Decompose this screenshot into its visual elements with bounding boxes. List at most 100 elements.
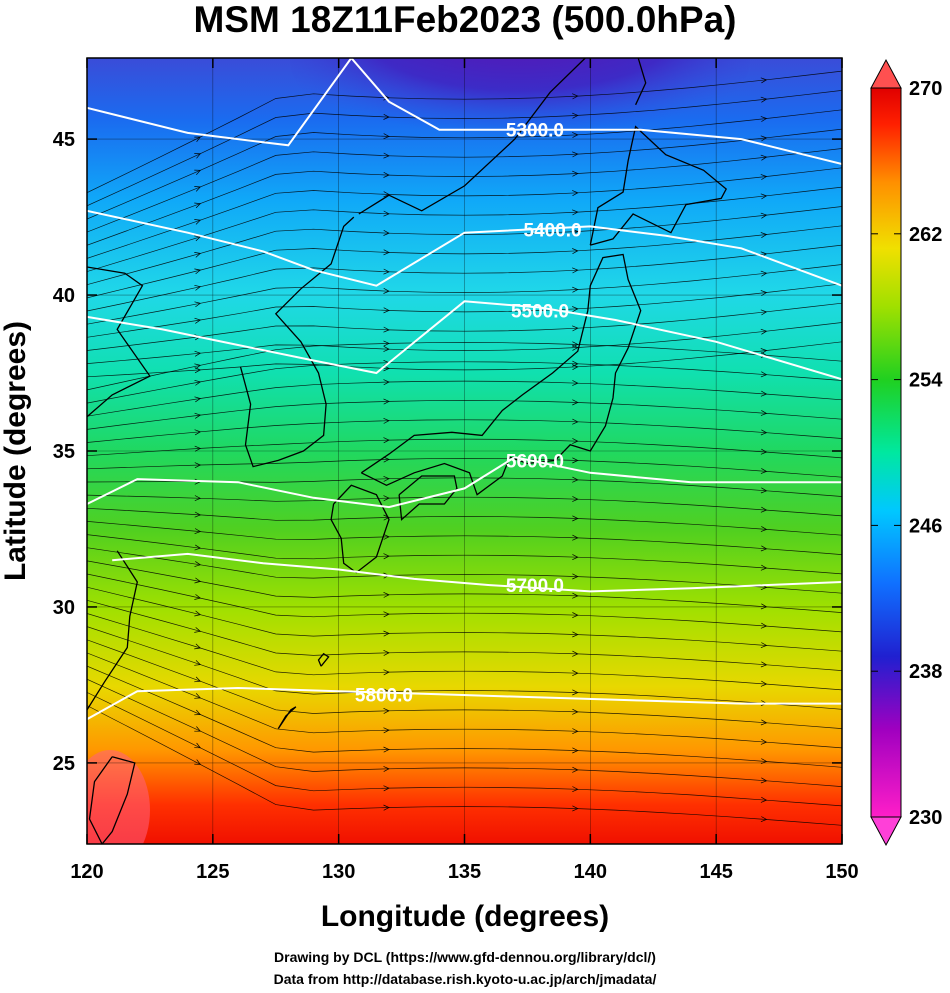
wind-streamline bbox=[87, 342, 842, 391]
wind-arrow bbox=[760, 603, 768, 610]
y-tick-label: 30 bbox=[53, 597, 75, 619]
contour-label: 5400.0 bbox=[524, 221, 582, 242]
wind-arrow bbox=[383, 707, 390, 714]
wind-streamline bbox=[87, 678, 842, 787]
wind-streamline bbox=[87, 264, 842, 325]
wind-arrow bbox=[383, 766, 390, 772]
contour-label: 5300.0 bbox=[506, 121, 564, 142]
wind-arrow bbox=[760, 468, 768, 474]
wind-arrow bbox=[194, 528, 202, 535]
wind-streamline bbox=[87, 521, 842, 555]
wind-arrow bbox=[760, 526, 768, 532]
wind-arrow bbox=[760, 96, 768, 103]
wind-arrow bbox=[383, 268, 390, 275]
geopotential-contours: 5300.0 5400.0 5500.0 5600.0 5700.0 5800.0 bbox=[87, 58, 842, 721]
wind-arrow bbox=[760, 680, 768, 687]
wind-arrow bbox=[760, 661, 768, 668]
taiwan-warm-region bbox=[87, 750, 150, 844]
wind-arrow bbox=[760, 448, 768, 455]
wind-streamline bbox=[87, 586, 842, 652]
wind-arrow bbox=[194, 136, 202, 143]
wind-arrow bbox=[572, 438, 579, 444]
china-coast bbox=[87, 266, 151, 418]
wind-arrow bbox=[760, 487, 768, 494]
x-axis-title: Longitude (degrees) bbox=[321, 900, 609, 933]
wind-arrow bbox=[572, 612, 579, 619]
wind-streamline bbox=[87, 361, 842, 404]
colorbar-tick-label: 246 bbox=[909, 515, 942, 537]
wind-arrow bbox=[572, 151, 579, 158]
china-south-coast bbox=[87, 550, 138, 711]
wind-arrow bbox=[572, 344, 579, 351]
wind-arrow bbox=[194, 561, 202, 567]
wind-arrow bbox=[572, 476, 579, 483]
wind-arrow bbox=[383, 785, 390, 792]
wind-arrow bbox=[194, 759, 202, 765]
wind-arrow bbox=[760, 352, 768, 358]
japan-shikoku-coast bbox=[398, 475, 458, 521]
wind-arrow bbox=[760, 816, 768, 823]
wind-streamlines bbox=[87, 70, 842, 826]
y-axis-title: Latitude (degrees) bbox=[0, 321, 32, 581]
wind-arrow bbox=[760, 174, 768, 180]
wind-arrow bbox=[760, 154, 768, 161]
wind-arrow bbox=[760, 309, 768, 316]
wind-streamline bbox=[87, 665, 842, 768]
wind-arrow bbox=[572, 267, 579, 274]
wind-arrow bbox=[194, 742, 202, 749]
wind-streamline bbox=[87, 128, 842, 233]
wind-arrow bbox=[194, 367, 202, 374]
wind-arrow bbox=[383, 553, 390, 560]
contour-line bbox=[87, 209, 842, 287]
wind-streamline bbox=[87, 547, 842, 594]
wind-arrow bbox=[194, 627, 202, 633]
y-tick-label: 40 bbox=[53, 285, 75, 307]
wind-streamline bbox=[87, 206, 842, 286]
taiwan-coast bbox=[88, 756, 136, 844]
amami-islands bbox=[317, 652, 330, 667]
contour-line bbox=[87, 686, 842, 721]
colorbar-tick-label: 262 bbox=[909, 224, 942, 246]
japan-honshu-coast bbox=[360, 253, 642, 496]
wind-arrow bbox=[572, 515, 579, 522]
contour-line bbox=[350, 58, 842, 165]
wind-arrow bbox=[383, 727, 390, 734]
wind-arrow bbox=[572, 747, 579, 754]
wind-arrow bbox=[383, 591, 390, 598]
wind-arrow bbox=[383, 804, 390, 811]
wind-arrow bbox=[383, 210, 390, 217]
wind-arrow bbox=[194, 379, 202, 386]
wind-arrow bbox=[760, 348, 768, 354]
wind-streamline bbox=[87, 692, 842, 807]
wind-streamline bbox=[87, 438, 842, 459]
wind-streamline bbox=[87, 705, 842, 826]
wind-arrow bbox=[194, 676, 202, 683]
wind-streamline bbox=[87, 322, 842, 364]
wind-arrow bbox=[572, 132, 579, 138]
wind-arrow bbox=[760, 777, 768, 784]
wind-arrow bbox=[760, 77, 768, 84]
wind-arrow bbox=[383, 611, 390, 618]
wind-arrow bbox=[194, 693, 202, 699]
wind-arrow bbox=[572, 786, 579, 793]
wind-streamline bbox=[87, 639, 842, 729]
wind-arrow bbox=[194, 252, 202, 258]
wind-arrow bbox=[383, 417, 390, 424]
wind-arrow bbox=[572, 689, 579, 696]
wind-arrow bbox=[760, 622, 768, 629]
wind-arrow bbox=[383, 475, 390, 482]
contour-label: 5700.0 bbox=[506, 576, 564, 597]
wind-arrow bbox=[383, 456, 390, 463]
wind-arrow bbox=[194, 495, 202, 502]
wind-arrow bbox=[194, 511, 202, 518]
wind-arrow bbox=[383, 495, 390, 502]
wind-arrow bbox=[572, 631, 579, 638]
colorbar-max-triangle bbox=[870, 58, 902, 89]
contour-line bbox=[87, 58, 353, 147]
contour-label: 5600.0 bbox=[506, 451, 564, 472]
contour-line bbox=[112, 552, 842, 593]
wind-arrow bbox=[383, 437, 390, 444]
wind-arrow bbox=[383, 379, 390, 386]
wind-arrow bbox=[194, 317, 202, 324]
